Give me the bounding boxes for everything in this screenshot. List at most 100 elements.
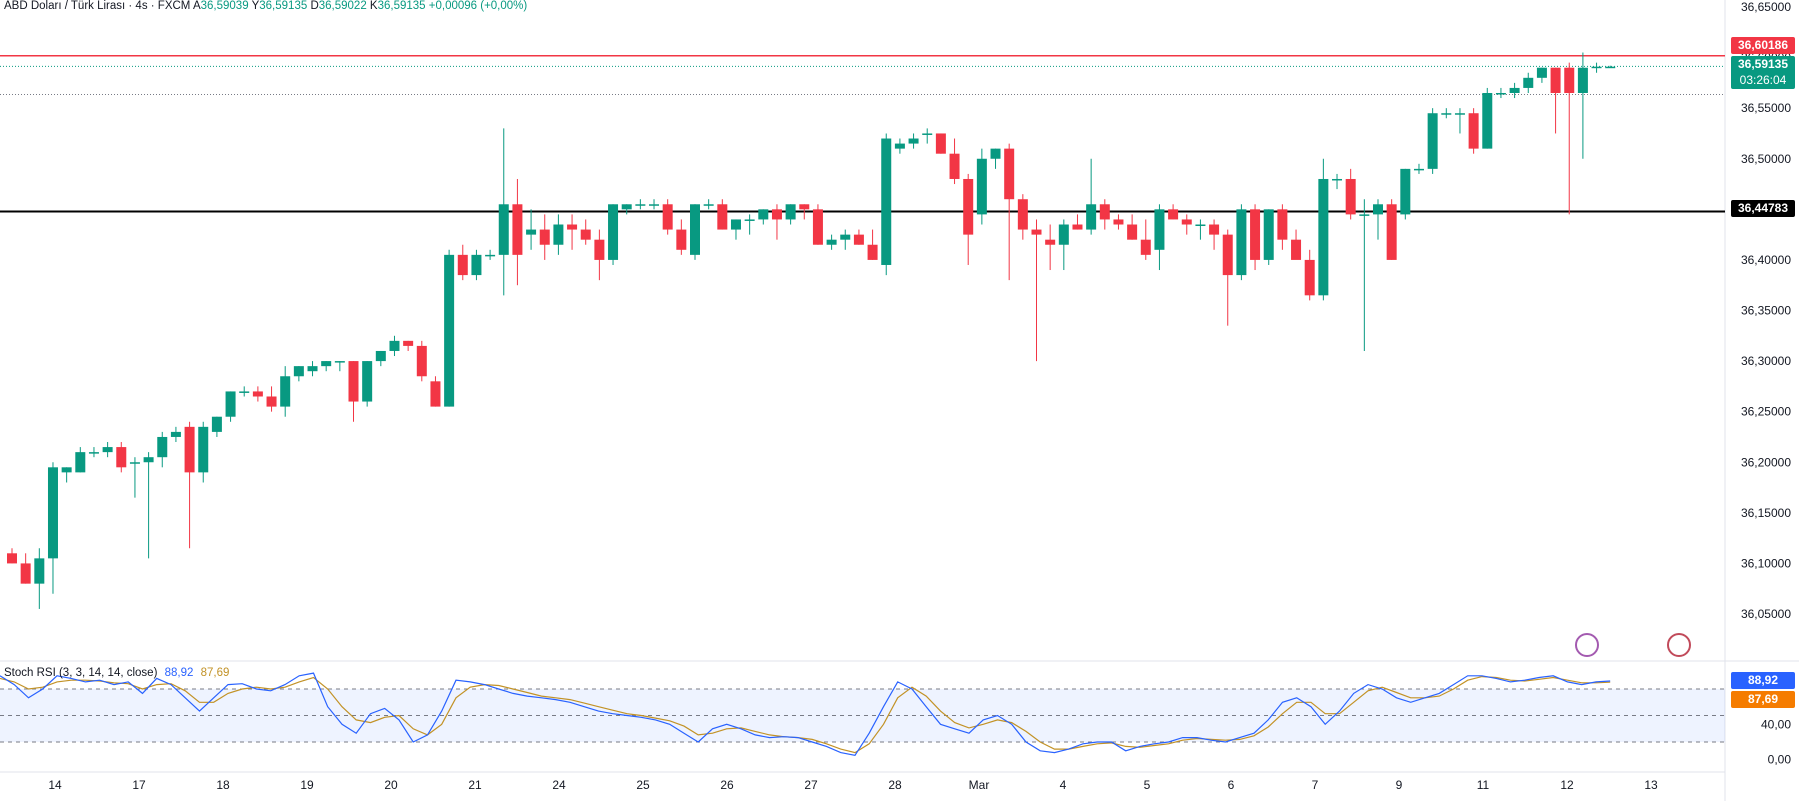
candle-body[interactable]	[1004, 148, 1015, 200]
candle-body[interactable]	[553, 224, 564, 245]
candle-body[interactable]	[225, 391, 236, 417]
candle-body[interactable]	[1386, 204, 1397, 260]
candle-body[interactable]	[1127, 224, 1138, 240]
candle-body[interactable]	[730, 219, 741, 230]
candle-body[interactable]	[1291, 239, 1302, 260]
candle-body[interactable]	[293, 366, 304, 377]
candle-body[interactable]	[1263, 209, 1274, 260]
candle-body[interactable]	[1495, 92, 1506, 95]
candle-body[interactable]	[990, 148, 1001, 159]
candle-body[interactable]	[703, 204, 714, 206]
candle-body[interactable]	[239, 391, 250, 393]
candle-body[interactable]	[1345, 178, 1356, 215]
candle-body[interactable]	[758, 209, 769, 220]
candle-body[interactable]	[1086, 204, 1097, 230]
candle-body[interactable]	[744, 219, 755, 221]
candle-body[interactable]	[1468, 113, 1479, 149]
candle-body[interactable]	[102, 447, 113, 453]
economic-event-icon[interactable]	[1575, 633, 1599, 657]
candle-body[interactable]	[389, 340, 400, 351]
candle-body[interactable]	[1168, 209, 1179, 220]
candle-body[interactable]	[908, 138, 919, 144]
candle-body[interactable]	[307, 366, 318, 372]
candle-body[interactable]	[649, 204, 660, 206]
candle-body[interactable]	[1113, 219, 1124, 225]
candle-body[interactable]	[1017, 199, 1028, 230]
candle-body[interactable]	[1209, 224, 1220, 235]
candle-body[interactable]	[717, 204, 728, 230]
candle-body[interactable]	[1400, 168, 1411, 215]
candle-body[interactable]	[375, 350, 386, 362]
candle-body[interactable]	[457, 254, 468, 276]
candle-body[interactable]	[621, 204, 632, 210]
candle-body[interactable]	[7, 553, 17, 564]
candle-body[interactable]	[1591, 66, 1602, 69]
candle-body[interactable]	[321, 361, 332, 367]
candle-body[interactable]	[430, 381, 441, 407]
candle-body[interactable]	[416, 345, 427, 377]
candle-body[interactable]	[444, 254, 455, 407]
candle-body[interactable]	[1332, 178, 1343, 181]
candle-body[interactable]	[1550, 67, 1561, 93]
candle-body[interactable]	[1277, 209, 1288, 240]
candle-body[interactable]	[526, 229, 537, 235]
candle-body[interactable]	[1536, 67, 1547, 78]
candle-body[interactable]	[1222, 234, 1233, 276]
candle-body[interactable]	[840, 234, 851, 240]
candle-body[interactable]	[594, 239, 605, 260]
candle-body[interactable]	[198, 426, 209, 473]
candle-body[interactable]	[1577, 67, 1588, 93]
candle-body[interactable]	[771, 209, 782, 220]
candle-body[interactable]	[1195, 224, 1206, 227]
candle-body[interactable]	[512, 204, 523, 255]
candle-body[interactable]	[1509, 87, 1520, 93]
candle-body[interactable]	[1318, 178, 1329, 296]
candle-body[interactable]	[1072, 224, 1083, 230]
candle-body[interactable]	[143, 457, 154, 463]
candle-body[interactable]	[1373, 204, 1383, 215]
stoch-rsi-legend[interactable]: Stoch RSI (3, 3, 14, 14, close) 88,92 87…	[4, 667, 229, 679]
candle-body[interactable]	[1058, 224, 1069, 245]
candle-body[interactable]	[662, 204, 673, 230]
candle-body[interactable]	[853, 234, 864, 245]
candle-body[interactable]	[676, 229, 687, 250]
candle-body[interactable]	[252, 391, 263, 397]
candle-body[interactable]	[1605, 66, 1616, 69]
candle-body[interactable]	[1454, 113, 1465, 115]
candle-body[interactable]	[867, 244, 878, 260]
candle-body[interactable]	[211, 416, 222, 432]
candle-body[interactable]	[1523, 77, 1534, 88]
candle-body[interactable]	[75, 452, 86, 473]
candle-body[interactable]	[116, 447, 127, 468]
candle-body[interactable]	[949, 153, 960, 179]
candle-body[interactable]	[812, 209, 823, 245]
candle-body[interactable]	[1427, 113, 1438, 169]
candle-body[interactable]	[826, 239, 837, 245]
candle-body[interactable]	[539, 229, 550, 245]
candle-body[interactable]	[1031, 229, 1042, 235]
candle-body[interactable]	[785, 204, 796, 220]
candle-body[interactable]	[266, 396, 277, 407]
candle-body[interactable]	[485, 254, 496, 257]
economic-event-icon[interactable]	[1667, 633, 1691, 657]
candle-body[interactable]	[1359, 214, 1370, 216]
candle-body[interactable]	[935, 133, 946, 154]
candle-body[interactable]	[88, 452, 99, 454]
candle-body[interactable]	[608, 204, 619, 260]
candle-body[interactable]	[362, 361, 373, 402]
candle-body[interactable]	[922, 133, 933, 135]
candle-body[interactable]	[471, 254, 482, 276]
candle-body[interactable]	[157, 436, 168, 458]
candle-body[interactable]	[1482, 92, 1493, 149]
candle-body[interactable]	[799, 204, 810, 210]
candle-body[interactable]	[567, 224, 578, 230]
candle-body[interactable]	[1140, 239, 1151, 255]
candle-body[interactable]	[184, 426, 195, 473]
candle-body[interactable]	[976, 158, 987, 215]
candle-body[interactable]	[1236, 209, 1247, 276]
candle-body[interactable]	[47, 467, 58, 559]
candle-body[interactable]	[129, 462, 140, 464]
candle-body[interactable]	[580, 229, 591, 240]
candle-body[interactable]	[1099, 204, 1110, 220]
